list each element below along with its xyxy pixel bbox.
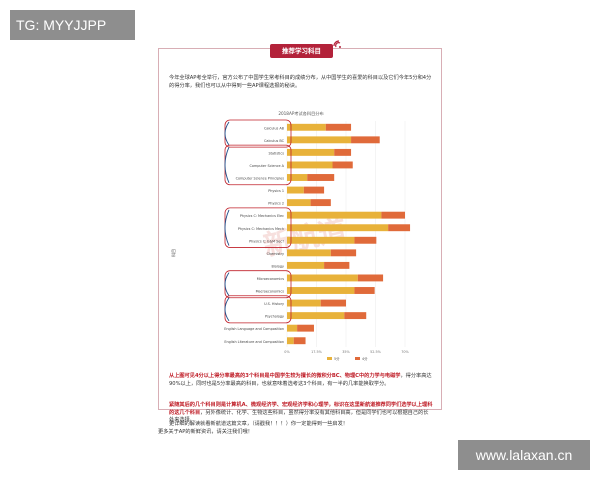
bar-segment [303,186,325,194]
section-title: 推荐学习科目 [270,44,333,58]
bar-segment [287,324,298,332]
highlight-bracket [224,121,230,146]
bar-segment [287,312,345,320]
intro-paragraph: 今年全球AP考全举行，官方公布了中国学生常考科目的成绩分布，从中国学生的喜爱的科… [169,75,432,89]
legend-label: 4分 [362,356,368,361]
bar-segment [354,287,375,294]
bar-segment [320,299,346,307]
bar-segment [287,136,352,144]
analysis-3-text: 更详细的解读就看新航道这篇文章，（请戳我！！！）你一定能得到一些启发！ [169,421,348,427]
bar-segment [287,199,311,207]
highlight-bracket [224,146,230,183]
bar-segment [287,211,382,219]
bar-segment [287,161,333,169]
category-label: U.S. History [264,302,284,306]
bar-segment [324,261,350,269]
bar-segment [297,324,314,332]
bar-segment [287,299,321,307]
bar-segment [354,236,377,244]
analysis-1-text: ，得分率高达90%以上，同时也是5分率最高的科目，也就意味着选考这3个科目，有一… [169,373,432,387]
bar-segment [287,236,355,244]
bar-segment [287,274,358,282]
highlight-bracket [224,209,230,246]
bar-segment [287,148,335,156]
bar-segment [357,274,384,282]
category-label: Calculus BC [264,139,285,143]
category-label: Physics C: E&M Sec? [249,239,284,243]
category-label: Statistics [269,151,285,155]
bar-segment [287,261,325,269]
bar-segment [351,136,380,144]
category-label: Computer Science A [250,164,285,168]
footer-note: 更多关于AP的新鲜资讯，请关注我们哦！ [158,429,253,435]
category-label: Calculus AB [264,126,285,130]
bar-segment [293,337,306,345]
legend-swatch [355,357,360,360]
watermark-tag-bottom: www.lalaxan.cn [458,440,590,470]
category-label: Macroeconomics [256,290,285,294]
x-tick-label: 70% [401,350,409,354]
bar-segment [287,186,304,194]
category-label: Microeconomics [257,277,284,281]
bar-segment [287,224,389,232]
category-label: Physics C: Mechanics Elec [240,214,284,218]
x-tick-label: 0% [284,350,290,354]
bar-segment [287,123,326,131]
bar-chart: 2018AP考试各科目分布 科目 新航道 Calculus AB Calculus… [159,107,443,369]
analysis-paragraph-2: 紧随其后的几个科目则是计算机A、微观经济学、宏观经济学和心理学，标识在这里新航道… [169,402,433,425]
highlight-outline [224,119,292,148]
bar-segment [388,224,411,232]
bar-segment [344,312,367,320]
x-tick-label: 17.5% [311,350,323,354]
highlight-outline [224,295,292,324]
category-label: Physics 1 [268,189,284,193]
bar-segment [287,287,355,294]
chart-title: 2018AP考试各科目分布 [278,110,323,117]
legend-label: 5分 [334,356,340,361]
category-label: Physics 2 [268,202,284,206]
watermark-tag-top: TG: MYYJJPP [10,10,135,40]
category-label: Biology [271,264,284,268]
bar-segment [287,174,308,181]
y-axis-label: 科目 [170,249,176,257]
highlight-bracket [224,272,230,297]
analysis-1-highlight: 从上图可见4分以上得分率最高的3个科目是中国学生较为擅长的微积分BC、物理C中的… [169,373,401,379]
analysis-2-highlight: 紧随其后的几个科目则是计算机A、微观经济学、宏观经济学和心理学，标识在这里新航道… [169,402,433,416]
category-label: English Language and Composition [224,327,284,331]
category-label: Physics C: Mechanics Mech [238,227,284,231]
highlight-outline [224,270,292,299]
bar-segment [330,249,357,257]
bar-segment [287,337,294,345]
article-card: 推荐学习科目 今年全球AP考全举行，官方公布了中国学生常考科目的成绩分布，从中国… [158,40,443,427]
signal-icon [333,40,341,48]
legend-swatch [327,357,332,360]
bar-segment [325,123,352,131]
analysis-2-text: ，另外像统计、化学、生物这些科目，虽然得分率没有其他科目高，但是同学们也可以根据… [169,409,429,424]
bar-segment [332,161,353,169]
highlight-bracket [224,297,230,322]
bar-segment [310,199,331,207]
category-label: Chemistry [267,252,284,256]
bar-segment [334,148,352,156]
bar-segment [307,174,335,181]
x-tick-label: 52.5% [370,350,382,354]
x-tick-label: 35% [342,350,350,354]
bar-segment [287,249,331,257]
category-label: Psychology [265,315,284,319]
bar-segment [381,211,405,219]
category-label: English Literature and Composition [224,340,284,344]
chart-svg: 2018AP考试各科目分布 科目 新航道 Calculus ABCalculus… [170,110,411,361]
analysis-paragraph-1: 从上图可见4分以上得分率最高的3个科目是中国学生较为擅长的微积分BC、物理C中的… [169,373,433,388]
category-label: Computer Science Principles [236,177,285,181]
analysis-paragraph-3: 更详细的解读就看新航道这篇文章，（请戳我！！！）你一定能得到一些启发！ [169,421,433,429]
